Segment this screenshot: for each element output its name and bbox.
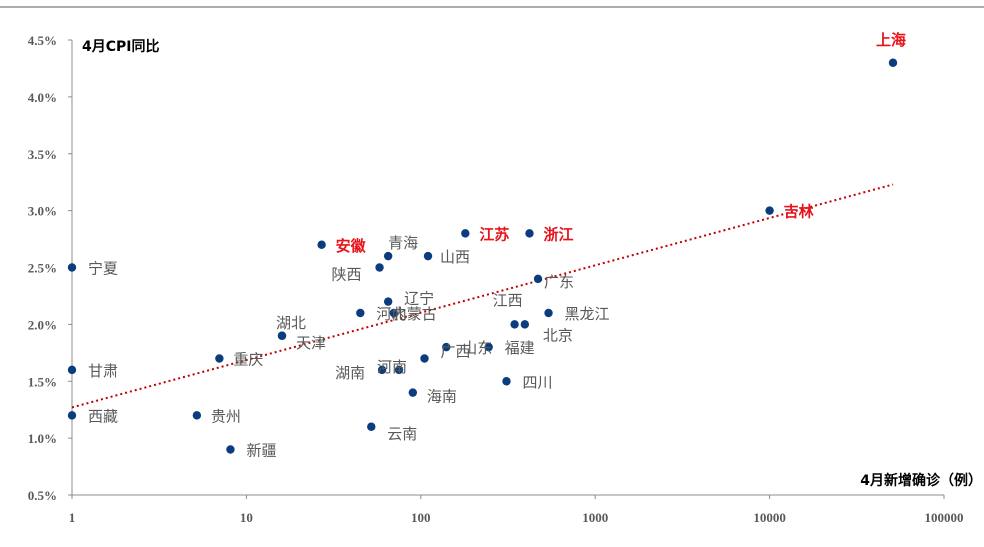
data-point	[423, 251, 433, 261]
data-point	[420, 354, 429, 363]
data-label: 贵州	[211, 407, 241, 425]
data-label: 西藏	[88, 407, 118, 425]
data-label: 上海	[876, 31, 906, 49]
data-point	[394, 365, 404, 375]
data-label: 河北	[376, 305, 406, 323]
x-tick-label: 1000	[582, 510, 608, 525]
data-point	[765, 206, 774, 215]
data-point	[215, 354, 224, 363]
data-label: 北京	[543, 326, 573, 344]
data-point	[192, 411, 202, 420]
data-label: 宁夏	[88, 260, 118, 278]
data-label: 云南	[387, 425, 417, 443]
x-tick-label: 100000	[925, 510, 964, 525]
data-point	[383, 251, 393, 261]
data-label: 福建	[505, 339, 535, 357]
data-point	[533, 274, 543, 284]
data-point	[520, 320, 530, 329]
data-label: 甘肃	[88, 362, 118, 380]
data-point	[367, 422, 376, 431]
y-tick-label: 0.5%	[28, 488, 57, 503]
data-point	[67, 263, 77, 272]
data-point	[67, 411, 77, 420]
data-label: 山西	[440, 248, 470, 266]
data-point	[888, 58, 898, 67]
data-label: 安徽	[336, 237, 367, 255]
data-point	[461, 229, 470, 238]
data-label: 青海	[388, 234, 418, 252]
x-axis-title: 4月新增确诊（例）	[860, 472, 982, 489]
data-point	[383, 297, 393, 306]
data-label: 黑龙江	[565, 305, 610, 323]
data-label: 河南	[377, 358, 407, 376]
data-label: 广西	[440, 343, 470, 361]
y-tick-label: 3.5%	[28, 147, 57, 162]
data-label: 四川	[522, 373, 552, 391]
data-point	[408, 388, 418, 397]
data-label: 浙江	[543, 225, 573, 243]
data-point	[356, 308, 365, 318]
data-point	[277, 331, 287, 340]
data-label: 吉林	[784, 203, 815, 221]
data-point	[544, 308, 553, 318]
x-tick-label: 1	[69, 510, 76, 525]
data-point	[375, 263, 384, 272]
y-tick-label: 2.0%	[28, 317, 57, 332]
data-point	[484, 342, 493, 352]
data-label: 天津	[296, 334, 326, 352]
data-point	[525, 229, 534, 238]
data-label: 陕西	[332, 266, 362, 284]
data-label: 海南	[427, 388, 457, 406]
data-point	[502, 377, 511, 386]
y-tick-label: 2.5%	[28, 261, 57, 276]
data-point	[389, 308, 398, 318]
data-label: 山东	[462, 339, 492, 357]
data-point	[442, 342, 451, 352]
data-point	[67, 365, 77, 375]
data-label: 新疆	[246, 442, 276, 460]
y-tick-label: 1.5%	[28, 374, 57, 389]
trendline	[71, 183, 894, 409]
y-axis-title: 4月CPI同比	[82, 38, 160, 55]
y-tick-label: 3.0%	[28, 204, 57, 219]
data-label: 江苏	[479, 225, 509, 243]
data-label: 重庆	[233, 351, 263, 369]
data-label: 湖南	[335, 364, 365, 382]
data-label: 辽宁	[404, 290, 434, 308]
data-point	[226, 445, 235, 454]
data-point	[510, 320, 519, 329]
y-tick-label: 1.0%	[28, 431, 57, 446]
y-tick-label: 4.5%	[28, 33, 57, 48]
data-label: 江西	[493, 291, 523, 309]
x-tick-label: 10000	[753, 510, 786, 525]
data-label: 广东	[544, 273, 574, 291]
x-tick-label: 100	[411, 510, 431, 525]
x-tick-label: 10	[240, 510, 253, 525]
data-point	[317, 240, 326, 249]
data-point	[377, 365, 387, 375]
data-label: 内蒙古	[392, 305, 437, 323]
data-label: 湖北	[276, 314, 306, 332]
y-tick-label: 4.0%	[28, 90, 57, 105]
